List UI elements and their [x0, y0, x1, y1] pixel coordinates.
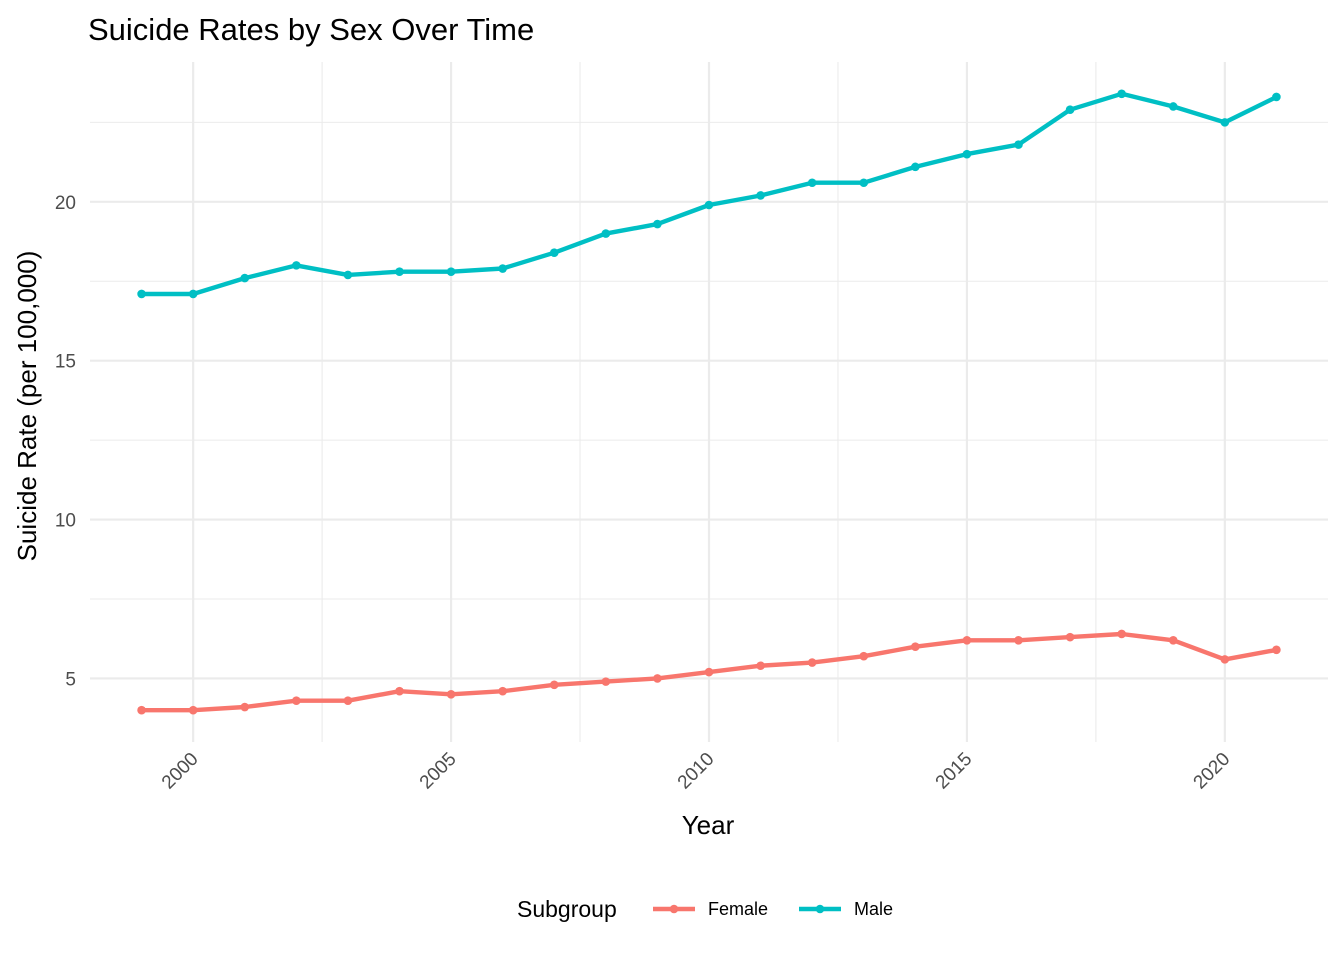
male-data-point: [1272, 92, 1281, 102]
female-data-point: [1014, 636, 1023, 645]
female-data-point: [498, 686, 507, 696]
male-data-point: [498, 264, 507, 273]
x-tick-label: 2005: [416, 749, 461, 794]
female-data-point: [859, 651, 869, 661]
female-data-point: [549, 680, 559, 690]
male-data-point: [395, 267, 404, 277]
legend-item-male: Male: [799, 899, 893, 919]
male-data-point: [549, 248, 559, 257]
male-data-point: [1168, 102, 1178, 111]
y-axis-title: Suicide Rate (per 100,000): [12, 251, 42, 562]
male-data-point: [1014, 140, 1023, 149]
female-data-point: [446, 690, 456, 699]
x-tick-label: 2000: [158, 749, 203, 794]
series-layer: [137, 89, 1281, 715]
female-data-point: [653, 674, 662, 683]
female-data-point: [1065, 632, 1075, 642]
male-data-point: [756, 191, 765, 200]
female-data-point: [601, 677, 611, 686]
chart-title: Suicide Rates by Sex Over Time: [88, 12, 534, 47]
grid: [90, 62, 1328, 742]
male-data-point: [601, 229, 611, 238]
male-data-point: [704, 200, 714, 210]
female-data-point: [911, 642, 920, 651]
male-data-point: [240, 273, 250, 283]
x-tick-label: 2010: [674, 749, 719, 794]
female-data-point: [704, 667, 714, 677]
female-data-point: [1272, 645, 1281, 655]
male-data-point: [1220, 118, 1230, 127]
female-data-point: [240, 702, 250, 712]
male-data-point: [653, 219, 662, 229]
legend-title: Subgroup: [517, 896, 617, 922]
legend-key-point: [669, 904, 679, 914]
x-axis-title: Year: [682, 810, 735, 840]
legend-label: Female: [708, 899, 768, 919]
legend-key-point: [815, 904, 825, 914]
male-data-point: [446, 267, 456, 277]
female-data-point: [1117, 629, 1126, 639]
female-data-point: [962, 636, 972, 645]
male-data-point: [343, 270, 353, 280]
y-tick-label: 15: [55, 352, 76, 373]
legend: Subgroup Female Male: [517, 896, 893, 922]
y-tick-label: 20: [55, 193, 76, 214]
female-data-point: [807, 658, 817, 667]
male-data-point: [1117, 89, 1126, 99]
x-tick-label: 2020: [1190, 749, 1235, 794]
male-data-point: [292, 261, 301, 270]
male-data-point: [188, 289, 198, 299]
male-data-point: [911, 162, 920, 172]
female-data-point: [188, 705, 198, 715]
female-data-point: [756, 661, 765, 671]
legend-label: Male: [854, 899, 893, 919]
x-tick-label: 2015: [932, 749, 977, 794]
male-data-point: [859, 178, 869, 188]
female-data-point: [1220, 655, 1230, 664]
female-data-point: [343, 696, 353, 705]
male-data-point: [137, 289, 146, 299]
female-data-point: [292, 696, 301, 705]
y-tick-label: 5: [65, 669, 76, 690]
male-data-point: [807, 178, 817, 188]
female-data-point: [1168, 636, 1178, 645]
legend-item-female: Female: [653, 899, 768, 919]
male-data-point: [962, 149, 972, 159]
male-data-point: [1065, 105, 1075, 114]
y-tick-label: 10: [55, 511, 76, 532]
female-data-point: [137, 705, 146, 715]
female-data-point: [395, 686, 404, 696]
